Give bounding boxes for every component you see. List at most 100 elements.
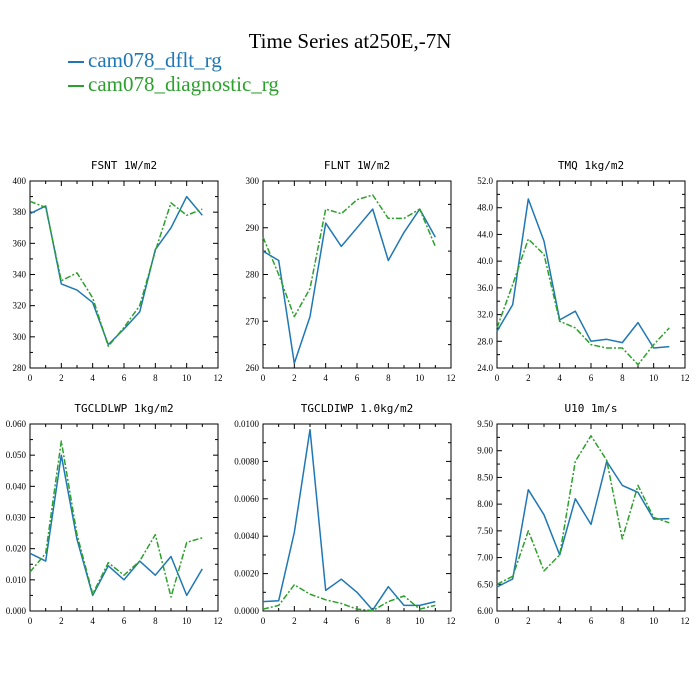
x-tick-label: 8 — [386, 616, 391, 626]
series-line-diagnostic — [262, 194, 436, 318]
y-tick-label: 6.00 — [477, 606, 493, 616]
plot-frame — [29, 423, 219, 612]
x-tick-label: 0 — [261, 373, 266, 383]
x-tick-label: 2 — [292, 373, 297, 383]
x-tick-label: 10 — [649, 373, 659, 383]
plot-frame — [29, 180, 219, 369]
x-tick-label: 0 — [28, 616, 33, 626]
panel-title: TGCLDIWP 1.0kg/m2 — [301, 402, 414, 415]
x-tick-label: 4 — [323, 616, 328, 626]
legend-label-dflt: cam078_dflt_rg — [88, 48, 222, 72]
x-tick-label: 4 — [557, 616, 562, 626]
y-tick-label: 8.00 — [477, 499, 493, 509]
y-tick-label: 52.0 — [477, 176, 493, 186]
y-tick-label: 0.040 — [6, 481, 27, 491]
figure-title: Time Series at250E,-7N — [248, 29, 452, 53]
series-line-diagnostic — [496, 238, 670, 366]
legend-label-diagnostic: cam078_diagnostic_rg — [88, 72, 279, 96]
x-tick-label: 4 — [90, 373, 95, 383]
series-line-dflt — [262, 428, 436, 611]
x-tick-label: 8 — [386, 373, 391, 383]
y-tick-label: 360 — [13, 238, 27, 248]
y-tick-label: 0.0040 — [234, 531, 259, 541]
y-tick-label: 0.0060 — [234, 494, 259, 504]
y-tick-label: 28.0 — [477, 336, 493, 346]
y-tick-label: 48.0 — [477, 203, 493, 213]
y-tick-label: 36.0 — [477, 283, 493, 293]
y-tick-label: 280 — [246, 270, 260, 280]
panel-title: TMQ 1kg/m2 — [558, 159, 624, 172]
x-tick-label: 8 — [153, 616, 158, 626]
y-tick-label: 290 — [246, 223, 260, 233]
y-tick-label: 40.0 — [477, 256, 493, 266]
x-tick-label: 2 — [526, 373, 531, 383]
x-tick-label: 6 — [122, 373, 127, 383]
x-tick-label: 4 — [90, 616, 95, 626]
x-tick-label: 2 — [59, 616, 64, 626]
x-tick-label: 10 — [649, 616, 659, 626]
y-tick-label: 300 — [246, 176, 260, 186]
panel-title: FLNT 1W/m2 — [324, 159, 390, 172]
x-tick-label: 12 — [447, 616, 456, 626]
x-tick-label: 2 — [292, 616, 297, 626]
panel-title: FSNT 1W/m2 — [91, 159, 157, 172]
x-tick-label: 4 — [323, 373, 328, 383]
x-tick-label: 2 — [526, 616, 531, 626]
legend: cam078_dflt_rg cam078_diagnostic_rg — [68, 48, 279, 96]
series-line-diagnostic — [262, 584, 436, 612]
y-tick-label: 9.00 — [477, 446, 493, 456]
x-tick-label: 8 — [620, 616, 625, 626]
legend-swatch-diagnostic — [68, 85, 84, 88]
y-tick-label: 7.00 — [477, 553, 493, 563]
x-tick-label: 10 — [415, 373, 425, 383]
y-tick-label: 0.0000 — [234, 606, 259, 616]
x-tick-label: 12 — [214, 616, 223, 626]
plot-frame — [262, 423, 452, 612]
y-tick-label: 270 — [246, 316, 260, 326]
x-tick-label: 12 — [214, 373, 223, 383]
y-tick-label: 300 — [13, 332, 27, 342]
x-tick-label: 10 — [182, 616, 192, 626]
series-line-dflt — [496, 460, 670, 588]
x-tick-label: 12 — [681, 373, 690, 383]
y-tick-label: 8.50 — [477, 472, 493, 482]
panel-title: TGCLDLWP 1kg/m2 — [74, 402, 173, 415]
y-tick-label: 0.010 — [6, 575, 27, 585]
y-tick-label: 0.0100 — [234, 419, 259, 429]
plot-frame — [496, 423, 686, 612]
series-line-dflt — [29, 454, 203, 597]
x-tick-label: 10 — [182, 373, 192, 383]
panel-title: U10 1m/s — [565, 402, 618, 415]
y-tick-label: 400 — [13, 176, 27, 186]
x-tick-label: 0 — [28, 373, 33, 383]
x-tick-label: 4 — [557, 373, 562, 383]
y-tick-label: 6.50 — [477, 579, 493, 589]
series-line-dflt — [29, 195, 203, 346]
x-tick-label: 0 — [261, 616, 266, 626]
y-tick-label: 44.0 — [477, 229, 493, 239]
series-line-dflt — [262, 208, 436, 365]
legend-item-dflt: cam078_dflt_rg — [68, 48, 279, 72]
x-tick-label: 6 — [589, 616, 594, 626]
x-tick-label: 6 — [589, 373, 594, 383]
x-tick-label: 10 — [415, 616, 425, 626]
x-tick-label: 6 — [355, 373, 360, 383]
y-tick-label: 0.0020 — [234, 569, 259, 579]
x-tick-label: 6 — [122, 616, 127, 626]
y-tick-label: 340 — [13, 270, 27, 280]
y-tick-label: 32.0 — [477, 310, 493, 320]
y-tick-label: 280 — [13, 363, 27, 373]
y-tick-label: 9.50 — [477, 419, 493, 429]
series-line-diagnostic — [29, 440, 203, 598]
x-tick-label: 12 — [447, 373, 456, 383]
y-tick-label: 320 — [13, 301, 27, 311]
y-tick-label: 0.000 — [6, 606, 27, 616]
y-tick-label: 0.020 — [6, 544, 27, 554]
y-tick-label: 0.0080 — [234, 456, 259, 466]
legend-item-diagnostic: cam078_diagnostic_rg — [68, 72, 279, 96]
series-line-diagnostic — [29, 200, 203, 347]
x-tick-label: 12 — [681, 616, 690, 626]
y-tick-label: 260 — [246, 363, 260, 373]
y-tick-label: 0.030 — [6, 513, 27, 523]
